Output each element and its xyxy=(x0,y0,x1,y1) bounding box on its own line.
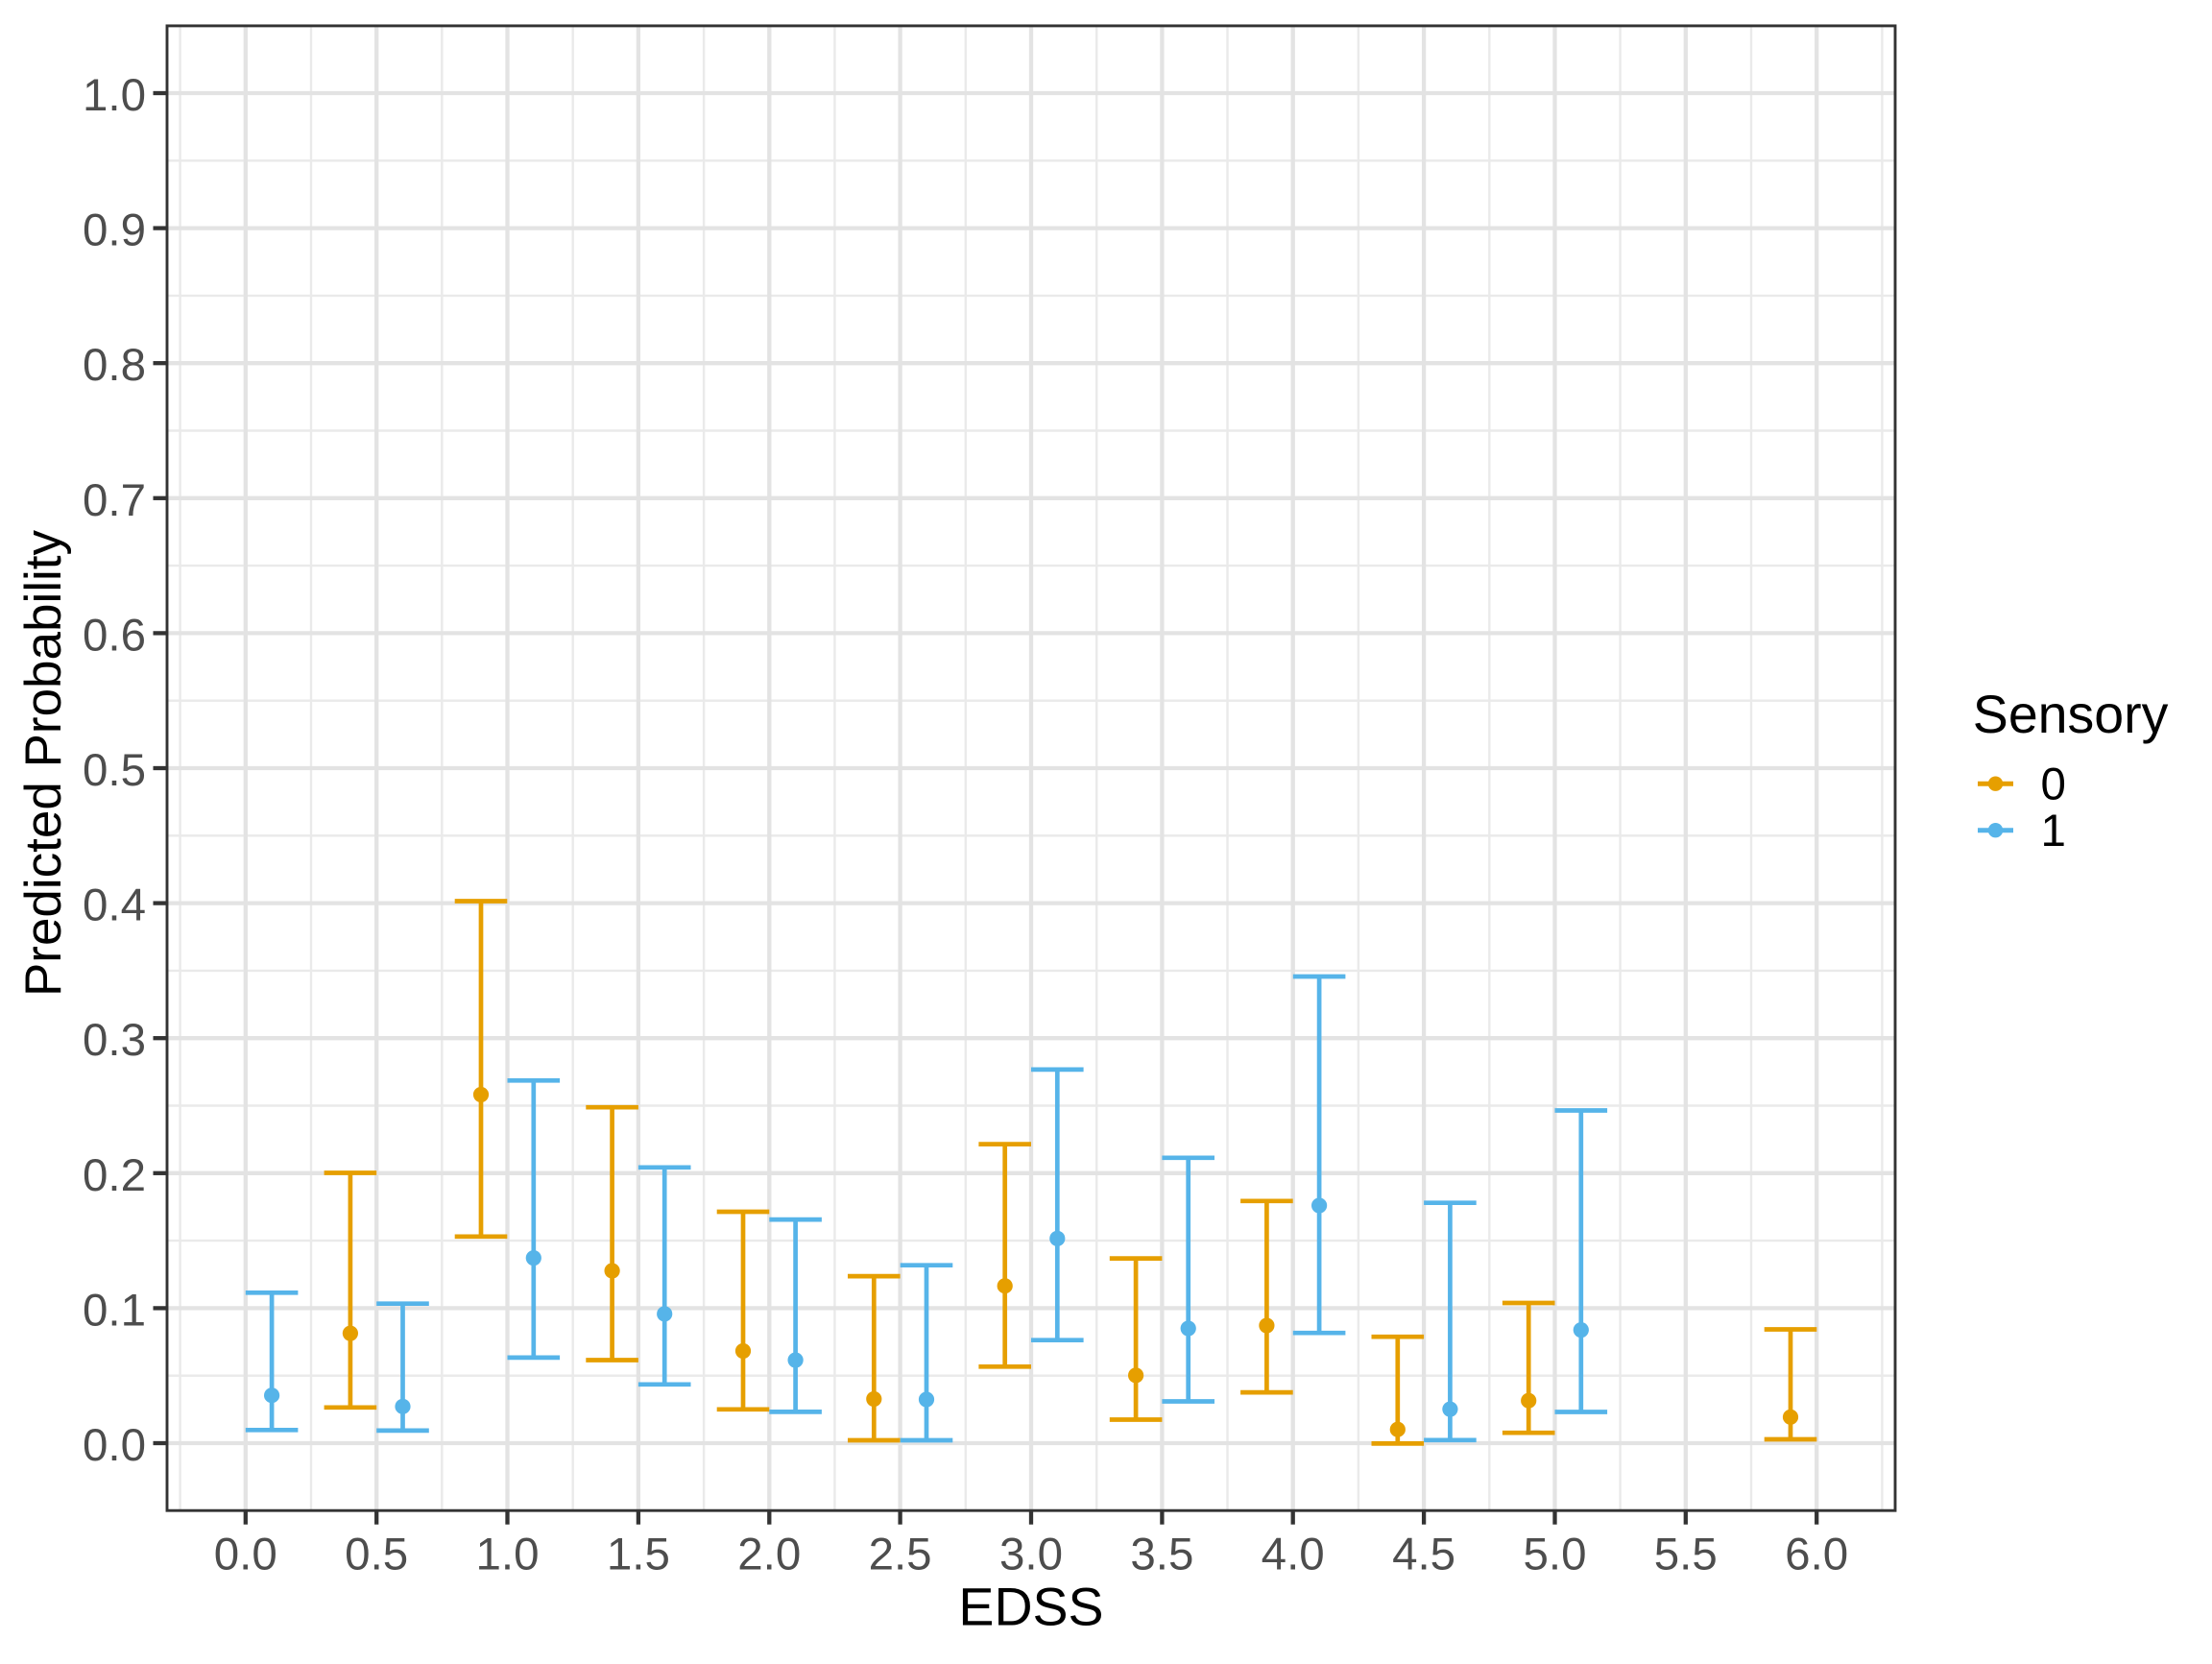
svg-text:6.0: 6.0 xyxy=(1785,1530,1848,1580)
svg-text:5.5: 5.5 xyxy=(1654,1530,1718,1580)
svg-text:0.9: 0.9 xyxy=(83,205,146,256)
svg-text:0.1: 0.1 xyxy=(83,1285,146,1336)
svg-text:0.6: 0.6 xyxy=(83,610,146,661)
svg-text:0.8: 0.8 xyxy=(83,340,146,391)
svg-text:1.0: 1.0 xyxy=(475,1530,539,1580)
svg-text:EDSS: EDSS xyxy=(958,1577,1103,1636)
svg-text:0.2: 0.2 xyxy=(83,1150,146,1201)
svg-text:0.0: 0.0 xyxy=(83,1420,146,1471)
svg-text:1: 1 xyxy=(2041,806,2066,856)
svg-text:Sensory: Sensory xyxy=(1973,685,2169,744)
svg-text:0.3: 0.3 xyxy=(83,1015,146,1066)
svg-text:0.5: 0.5 xyxy=(83,745,146,796)
svg-text:Predicted Probability: Predicted Probability xyxy=(15,529,72,997)
svg-text:1.0: 1.0 xyxy=(83,70,146,121)
svg-text:2.5: 2.5 xyxy=(869,1530,932,1580)
svg-text:4.0: 4.0 xyxy=(1262,1530,1325,1580)
svg-text:5.0: 5.0 xyxy=(1523,1530,1586,1580)
svg-text:0.4: 0.4 xyxy=(83,880,146,931)
svg-text:1.5: 1.5 xyxy=(607,1530,670,1580)
svg-text:2.0: 2.0 xyxy=(737,1530,801,1580)
svg-text:0.7: 0.7 xyxy=(83,475,146,526)
svg-text:0.0: 0.0 xyxy=(214,1530,277,1580)
svg-text:3.5: 3.5 xyxy=(1130,1530,1193,1580)
svg-text:0.5: 0.5 xyxy=(345,1530,408,1580)
svg-text:3.0: 3.0 xyxy=(999,1530,1063,1580)
svg-text:4.5: 4.5 xyxy=(1392,1530,1455,1580)
svg-text:0: 0 xyxy=(2041,759,2066,809)
